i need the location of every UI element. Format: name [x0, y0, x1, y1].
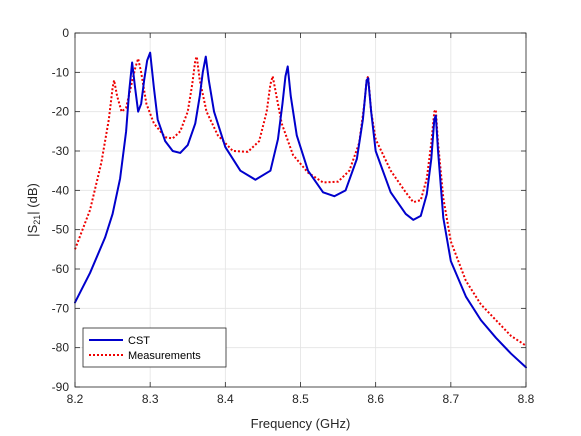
x-tick-label: 8.2	[67, 392, 84, 406]
x-tick-label: 8.6	[367, 392, 384, 406]
x-tick-label: 8.7	[442, 392, 459, 406]
y-tick-label: -50	[52, 223, 70, 237]
y-tick-label: -80	[52, 341, 70, 355]
legend-label-measurements: Measurements	[128, 350, 201, 362]
y-axis-label-end: | (dB)	[25, 183, 40, 215]
y-tick-label: -90	[52, 380, 70, 394]
axis-ticks: 8.2 8.3 8.4 8.5 8.6 8.7 8.8 0 -10 -20 -30 -40 -50 -60…	[52, 26, 535, 406]
y-tick-label: -30	[52, 144, 70, 158]
y-tick-label: -10	[52, 65, 70, 79]
x-tick-label: 8.4	[217, 392, 234, 406]
y-axis-label-subscript: 21	[32, 215, 42, 225]
y-tick-label: -40	[52, 183, 70, 197]
x-tick-label: 8.8	[518, 392, 535, 406]
legend-box	[82, 327, 227, 368]
series-line-cst	[74, 51, 527, 369]
y-axis-label: |S21| (dB)	[25, 183, 42, 237]
x-tick-label: 8.5	[292, 392, 309, 406]
legend-label-cst: CST	[128, 335, 150, 347]
y-tick-label: -70	[52, 301, 70, 315]
x-axis-label: Frequency (GHz)	[251, 416, 351, 431]
series-layer	[74, 51, 527, 369]
y-tick-label: 0	[62, 26, 69, 40]
y-axis-label-main: |S	[25, 224, 40, 236]
legend: CST Measurements	[82, 327, 227, 368]
y-tick-label: -20	[52, 105, 70, 119]
x-tick-label: 8.3	[142, 392, 159, 406]
series-line-measurements	[74, 55, 527, 347]
y-tick-label: -60	[52, 262, 70, 276]
